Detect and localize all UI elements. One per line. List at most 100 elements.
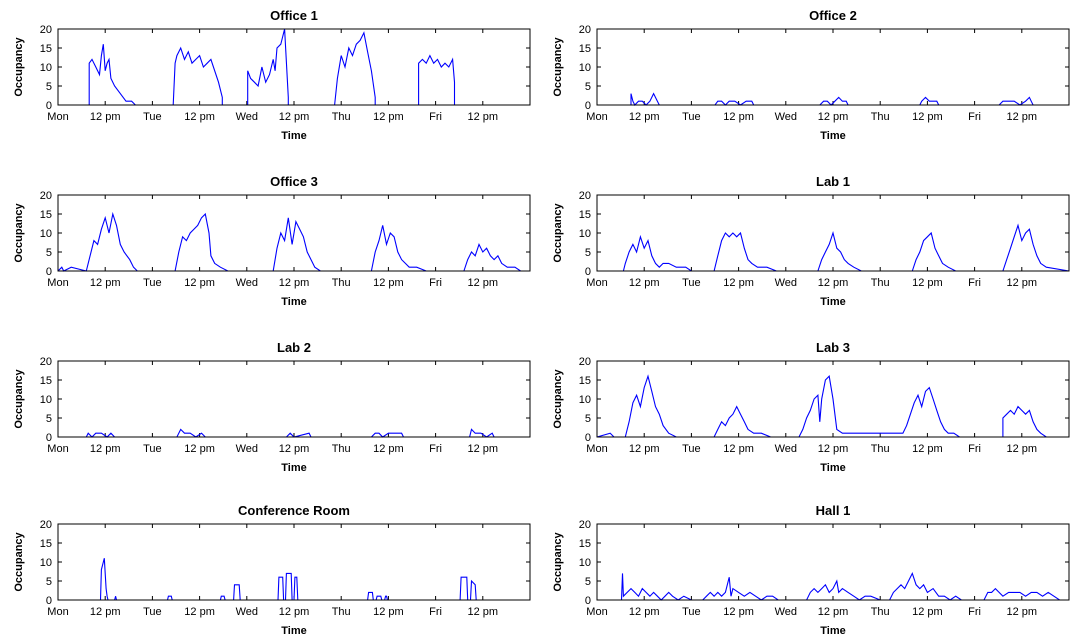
x-axis-label: Time [281, 462, 306, 474]
occupancy-series-line [58, 558, 530, 601]
x-tick-label: 12 pm [279, 443, 310, 455]
occupancy-series-line [58, 428, 530, 438]
x-axis-label: Time [281, 625, 306, 637]
plot-frame [596, 28, 1070, 106]
x-tick-label: 12 pm [373, 443, 404, 455]
y-axis-label: Occupancy [552, 36, 564, 96]
y-axis-label: Occupancy [552, 202, 564, 262]
x-tick-label: Mon [586, 606, 607, 618]
x-tick-label: Tue [143, 111, 162, 123]
x-tick-label: 12 pm [629, 277, 660, 289]
x-axis-label: Time [820, 296, 845, 308]
x-tick-label: 12 pm [468, 111, 499, 123]
chart-title: Office 3 [270, 174, 318, 189]
chart-panel-4: Lab 2 Occupancy Time 0 5 10 15 20 Mon 12 pm Tue 12 … [13, 340, 531, 474]
y-tick-label: 15 [40, 43, 52, 55]
x-tick-label: Mon [47, 111, 68, 123]
chart-title: Hall 1 [816, 503, 851, 518]
y-tick-label: 10 [40, 394, 52, 406]
y-tick-label: 5 [585, 576, 591, 588]
x-tick-label: Thu [871, 111, 890, 123]
x-tick-label: Thu [871, 443, 890, 455]
x-tick-label: Thu [332, 443, 351, 455]
y-tick-label: 20 [579, 24, 591, 36]
y-tick-label: 0 [585, 432, 591, 444]
x-tick-label: 12 pm [1007, 606, 1038, 618]
y-tick-label: 0 [46, 266, 52, 278]
plot-frame [596, 360, 1070, 438]
x-tick-label: 12 pm [912, 606, 943, 618]
x-tick-label: Mon [586, 443, 607, 455]
chart-panel-0: Office 1 Occupancy Time 0 5 10 15 20 Mon 12 pm Tue… [13, 8, 531, 142]
y-tick-label: 5 [46, 81, 52, 93]
x-tick-label: Wed [775, 111, 797, 123]
y-tick-label: 15 [579, 43, 591, 55]
y-tick-label: 10 [579, 557, 591, 569]
x-tick-label: 12 pm [723, 111, 754, 123]
x-tick-label: 12 pm [818, 277, 849, 289]
plot-frame [596, 523, 1070, 601]
y-tick-label: 5 [585, 413, 591, 425]
x-tick-label: Tue [143, 443, 162, 455]
y-tick-label: 15 [579, 538, 591, 550]
y-tick-label: 15 [40, 538, 52, 550]
occupancy-series-line [597, 571, 1069, 601]
x-axis-label: Time [820, 625, 845, 637]
y-tick-label: 0 [46, 100, 52, 112]
y-tick-label: 10 [579, 228, 591, 240]
x-tick-label: Mon [47, 606, 68, 618]
x-tick-label: Mon [47, 277, 68, 289]
x-tick-label: 12 pm [1007, 111, 1038, 123]
x-tick-label: Tue [682, 606, 701, 618]
x-tick-label: 12 pm [279, 111, 310, 123]
y-tick-label: 10 [40, 62, 52, 74]
chart-title: Lab 3 [816, 340, 850, 355]
chart-panel-5: Lab 3 Occupancy Time 0 5 10 15 20 Mon 12 pm Tue 12 … [552, 340, 1070, 474]
x-tick-label: Wed [236, 111, 258, 123]
y-axis-label: Occupancy [13, 202, 25, 262]
occupancy-series-line [597, 223, 1070, 272]
y-tick-label: 20 [40, 519, 52, 531]
x-tick-label: Wed [236, 277, 258, 289]
x-tick-label: Thu [871, 277, 890, 289]
chart-panel-3: Lab 1 Occupancy Time 0 5 10 15 20 Mon 12 pm Tue 12 … [552, 174, 1070, 308]
y-tick-label: 15 [579, 209, 591, 221]
y-tick-label: 15 [579, 375, 591, 387]
x-tick-label: Tue [682, 443, 701, 455]
chart-panel-1: Office 2 Occupancy Time 0 5 10 15 20 Mon 12 pm Tue… [552, 8, 1070, 142]
y-tick-label: 5 [46, 576, 52, 588]
x-tick-label: 12 pm [1007, 277, 1038, 289]
x-tick-label: Thu [332, 111, 351, 123]
x-tick-label: 12 pm [90, 277, 121, 289]
chart-title: Lab 1 [816, 174, 850, 189]
plot-frame [57, 28, 531, 106]
x-tick-label: Wed [775, 606, 797, 618]
chart-title: Lab 2 [277, 340, 311, 355]
y-tick-label: 0 [585, 100, 591, 112]
x-tick-label: 12 pm [90, 443, 121, 455]
chart-panel-6: Conference Room Occupancy Time 0 5 10 15 20 Mon 1… [13, 503, 531, 637]
x-tick-label: Wed [236, 606, 258, 618]
x-tick-label: Mon [586, 277, 607, 289]
y-tick-label: 20 [579, 190, 591, 202]
x-tick-label: Fri [968, 111, 981, 123]
x-tick-label: 12 pm [723, 443, 754, 455]
x-tick-label: Tue [143, 277, 162, 289]
x-tick-label: Fri [968, 606, 981, 618]
x-tick-label: 12 pm [468, 277, 499, 289]
x-tick-label: Mon [47, 443, 68, 455]
chart-panel-2: Office 3 Occupancy Time 0 5 10 15 20 Mon 12 pm Tue… [13, 174, 531, 308]
x-axis-label: Time [820, 130, 845, 142]
y-axis-label: Occupancy [552, 531, 564, 591]
chart-title: Conference Room [238, 503, 350, 518]
x-tick-label: 12 pm [629, 606, 660, 618]
y-tick-label: 15 [40, 209, 52, 221]
x-tick-label: Thu [332, 277, 351, 289]
x-tick-label: 12 pm [468, 443, 499, 455]
y-tick-label: 20 [579, 356, 591, 368]
occupancy-series-line [597, 92, 1069, 106]
x-tick-label: Thu [332, 606, 351, 618]
y-tick-label: 15 [40, 375, 52, 387]
x-tick-label: 12 pm [468, 606, 499, 618]
